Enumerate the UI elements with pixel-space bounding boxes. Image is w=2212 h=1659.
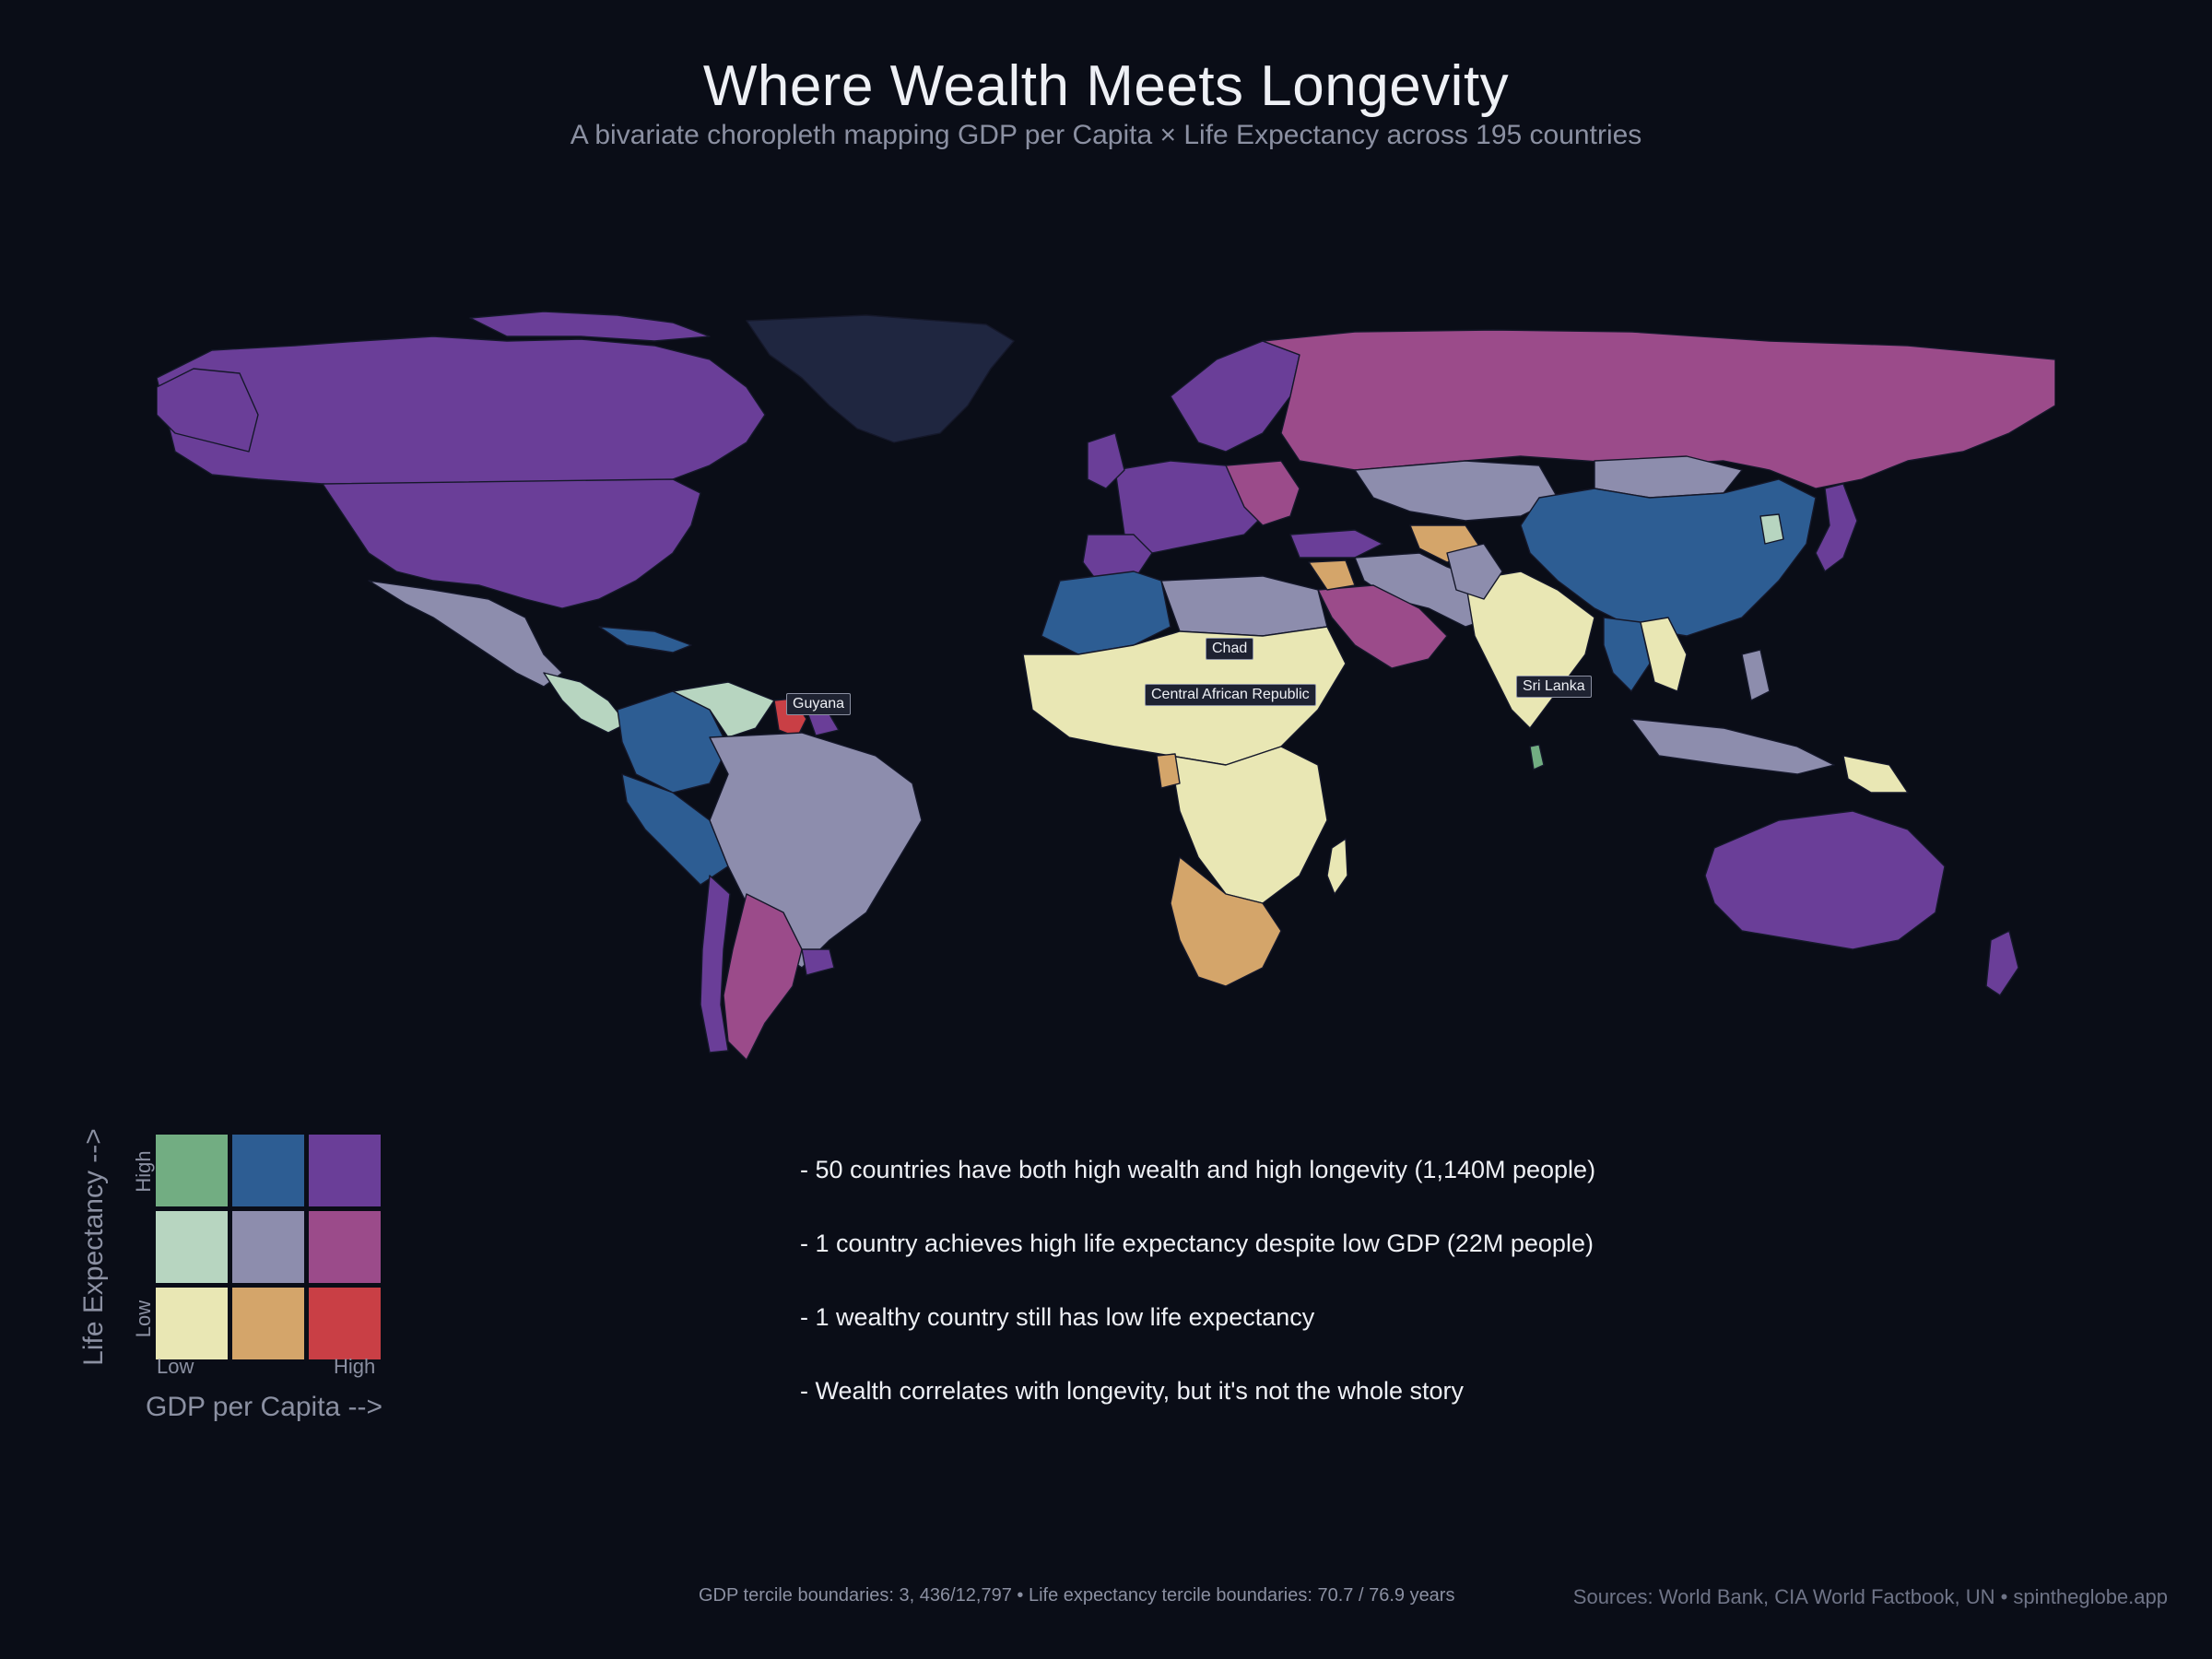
legend-cell-high-gdp-low-life — [308, 1287, 382, 1360]
footer-boundaries: GDP tercile boundaries: 3, 436/12,797 • … — [699, 1585, 1455, 1606]
country-pakistan[interactable] — [1446, 543, 1503, 600]
country-japan[interactable] — [1815, 483, 1858, 572]
legend-cell-low-gdp-high-life — [155, 1134, 229, 1207]
country-turkey[interactable] — [1289, 529, 1383, 559]
country-korea[interactable] — [1759, 513, 1784, 545]
country-kazakhstan[interactable] — [1354, 460, 1559, 522]
country-uk[interactable] — [1087, 432, 1125, 489]
country-argentina[interactable] — [723, 893, 803, 1060]
legend-grid — [155, 1134, 382, 1360]
map-label-chad: Chad — [1206, 638, 1254, 660]
country-chile[interactable] — [700, 875, 731, 1053]
world-map[interactable]: Guyana Chad Central African Republic Sri… — [157, 304, 2055, 1060]
country-cuba[interactable] — [598, 626, 692, 653]
country-saudi-arabia[interactable] — [1317, 584, 1448, 669]
legend-y-axis-title: Life Expectancy --> — [78, 1128, 109, 1366]
country-iraq[interactable] — [1308, 559, 1356, 591]
legend-y-high: High — [132, 1150, 155, 1193]
country-gabon[interactable] — [1156, 753, 1181, 789]
country-usa[interactable] — [322, 478, 701, 609]
country-scandinavia[interactable] — [1170, 340, 1300, 453]
country-peru[interactable] — [621, 773, 729, 886]
legend-x-low: Low — [157, 1355, 194, 1378]
legend-y-low: Low — [132, 1300, 155, 1338]
country-canada[interactable] — [157, 335, 766, 499]
page-title: Where Wealth Meets Longevity — [702, 54, 1510, 118]
legend-cell-mid-gdp-mid-life — [231, 1210, 305, 1284]
country-madagascar[interactable] — [1326, 838, 1348, 895]
country-north-africa-east[interactable] — [1160, 575, 1328, 637]
country-central-america[interactable] — [543, 672, 628, 734]
insight-item: - 50 countries have both high wealth and… — [800, 1156, 1596, 1183]
world-map-svg[interactable] — [157, 304, 2055, 1060]
country-papua[interactable] — [1842, 755, 1909, 794]
map-label-sri-lanka: Sri Lanka — [1516, 676, 1592, 698]
country-central-africa[interactable] — [1170, 746, 1328, 904]
legend-cell-low-gdp-low-life — [155, 1287, 229, 1360]
country-sri-lanka[interactable] — [1529, 744, 1545, 771]
country-mongolia[interactable] — [1594, 455, 1743, 499]
insight-item: - 1 wealthy country still has low life e… — [800, 1303, 1315, 1331]
insight-item: - 1 country achieves high life expectanc… — [800, 1230, 1594, 1257]
country-alaska[interactable] — [157, 368, 259, 453]
country-north-africa-west[interactable] — [1041, 571, 1171, 655]
country-philippines[interactable] — [1741, 649, 1771, 701]
map-label-central-african-republic: Central African Republic — [1145, 684, 1316, 706]
country-new-zealand[interactable] — [1985, 930, 2019, 996]
country-indochina[interactable] — [1640, 617, 1688, 692]
insight-item: - Wealth correlates with longevity, but … — [800, 1377, 1464, 1405]
country-southern-africa[interactable] — [1170, 856, 1282, 987]
legend-x-high: High — [334, 1355, 376, 1378]
map-label-guyana: Guyana — [786, 693, 852, 715]
country-mexico[interactable] — [368, 580, 563, 688]
legend-cell-high-gdp-mid-life — [308, 1210, 382, 1284]
country-russia[interactable] — [1262, 329, 2055, 489]
legend-cell-mid-gdp-high-life — [231, 1134, 305, 1207]
country-venezuela[interactable] — [672, 681, 775, 738]
bivariate-legend: Life Expectancy --> High Low Low High GD… — [65, 1115, 415, 1447]
country-australia[interactable] — [1704, 810, 1946, 950]
country-china[interactable] — [1520, 478, 1817, 637]
page-subtitle: A bivariate choropleth mapping GDP per C… — [570, 120, 1642, 150]
footer-sources: Sources: World Bank, CIA World Factbook,… — [1572, 1585, 2168, 1608]
legend-cell-low-gdp-mid-life — [155, 1210, 229, 1284]
legend-cell-mid-gdp-low-life — [231, 1287, 305, 1360]
country-indonesia[interactable] — [1630, 718, 1835, 775]
country-eastern-europe[interactable] — [1225, 460, 1300, 526]
country-uruguay[interactable] — [801, 948, 835, 976]
legend-x-axis-title: GDP per Capita --> — [146, 1392, 383, 1422]
legend-cell-high-gdp-high-life — [308, 1134, 382, 1207]
country-greenland[interactable] — [746, 314, 1015, 443]
insights-list: - 50 countries have both high wealth and… — [800, 1154, 1814, 1449]
country-arctic-islands[interactable] — [469, 311, 711, 342]
